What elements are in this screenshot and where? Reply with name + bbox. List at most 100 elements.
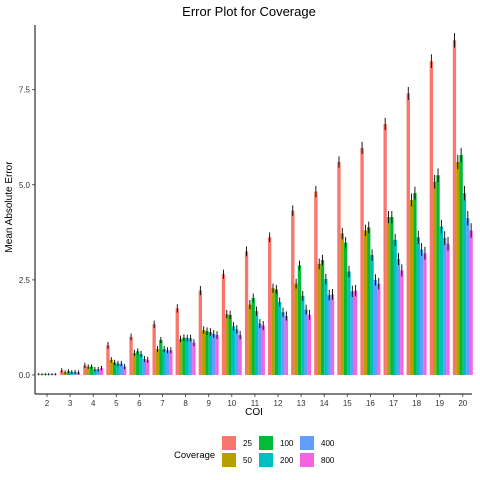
- bar-coi-17-coverage-800: [400, 270, 404, 375]
- bar-coi-13-coverage-25: [291, 210, 295, 375]
- bar-coi-8-coverage-25: [175, 308, 179, 375]
- x-tick-label: 11: [251, 399, 260, 408]
- bar-coi-17-coverage-100: [390, 217, 394, 375]
- bar-coi-8-coverage-100: [182, 337, 186, 375]
- bar-coi-15-coverage-100: [343, 242, 348, 375]
- x-tick-label: 15: [343, 399, 352, 408]
- bar-coi-15-coverage-800: [353, 290, 358, 375]
- legend-label-100: 100: [280, 439, 294, 448]
- bar-coi-10-coverage-50: [225, 314, 229, 375]
- x-tick-label: 6: [137, 399, 142, 408]
- bar-coi-17-coverage-200: [393, 239, 397, 375]
- bar-coi-5-coverage-400: [119, 363, 123, 375]
- bar-coi-6-coverage-25: [129, 336, 133, 375]
- bar-coi-4-coverage-50: [86, 366, 90, 375]
- legend-label-200: 200: [280, 456, 294, 465]
- bar-coi-11-coverage-100: [251, 298, 255, 375]
- legend-label-50: 50: [243, 456, 252, 465]
- bar-coi-7-coverage-50: [155, 349, 160, 375]
- bar-coi-10-coverage-100: [228, 314, 232, 375]
- bar-coi-8-coverage-50: [178, 338, 183, 375]
- bar-coi-16-coverage-50: [363, 230, 368, 375]
- bar-coi-11-coverage-800: [261, 325, 265, 375]
- legend-key-50: [222, 453, 236, 467]
- bar-coi-4-coverage-400: [96, 369, 100, 375]
- x-tick-label: 20: [458, 399, 467, 408]
- x-tick-label: 14: [320, 399, 329, 408]
- bar-coi-6-coverage-50: [132, 352, 137, 375]
- bar-coi-5-coverage-100: [112, 362, 117, 375]
- bar-coi-18-coverage-100: [413, 193, 417, 375]
- bar-coi-11-coverage-400: [258, 323, 262, 375]
- bar-coi-8-coverage-800: [192, 342, 196, 375]
- bar-coi-7-coverage-400: [165, 350, 170, 375]
- legend-key-25: [222, 436, 236, 450]
- bar-coi-18-coverage-50: [409, 199, 414, 375]
- bar-coi-19-coverage-25: [429, 61, 434, 375]
- x-axis-title: COI: [245, 407, 263, 418]
- bar-coi-13-coverage-400: [304, 309, 308, 375]
- bar-coi-17-coverage-50: [386, 217, 391, 375]
- y-tick-label: 5.0: [19, 181, 31, 190]
- bar-coi-16-coverage-100: [367, 227, 371, 375]
- bar-coi-10-coverage-800: [238, 335, 242, 375]
- bar-coi-12-coverage-50: [271, 288, 275, 375]
- bar-coi-16-coverage-400: [373, 279, 378, 375]
- bar-coi-4-coverage-200: [93, 369, 97, 375]
- bar-coi-9-coverage-200: [208, 331, 213, 375]
- bar-coi-17-coverage-400: [396, 258, 401, 375]
- x-tick-label: 4: [91, 399, 96, 408]
- bar-coi-18-coverage-200: [416, 237, 420, 375]
- bar-coi-19-coverage-800: [446, 243, 450, 375]
- bar-coi-19-coverage-400: [443, 238, 447, 375]
- plot-area: [37, 32, 473, 376]
- x-tick-label: 12: [274, 399, 283, 408]
- x-tick-label: 7: [160, 399, 165, 408]
- bar-coi-5-coverage-25: [106, 345, 110, 375]
- bar-coi-13-coverage-200: [301, 295, 305, 375]
- legend-key-400: [300, 436, 314, 450]
- legend: Coverage 25 50 100 200 400 800: [174, 436, 335, 467]
- bar-coi-9-coverage-400: [212, 333, 216, 375]
- bar-coi-14-coverage-25: [314, 191, 318, 375]
- bar-coi-5-coverage-200: [116, 363, 120, 375]
- bar-coi-14-coverage-100: [320, 260, 325, 375]
- x-tick-label: 17: [389, 399, 398, 408]
- bar-coi-20-coverage-400: [466, 218, 470, 375]
- x-tick-label: 16: [366, 399, 375, 408]
- legend-label-400: 400: [321, 439, 335, 448]
- bar-coi-10-coverage-400: [235, 329, 239, 375]
- bar-coi-10-coverage-200: [231, 326, 236, 375]
- bar-coi-12-coverage-25: [268, 237, 272, 375]
- legend-label-800: 800: [321, 456, 335, 465]
- bar-coi-12-coverage-800: [284, 316, 288, 375]
- bar-coi-9-coverage-800: [215, 335, 219, 375]
- y-axis-title: Mean Absolute Error: [4, 161, 15, 253]
- bar-coi-6-coverage-400: [142, 359, 147, 375]
- y-tick-label: 0.0: [19, 371, 31, 380]
- bar-coi-7-coverage-800: [169, 350, 173, 375]
- bar-coi-12-coverage-100: [274, 289, 278, 375]
- bar-coi-9-coverage-50: [202, 330, 206, 375]
- bar-coi-15-coverage-400: [350, 291, 354, 375]
- bar-coi-8-coverage-200: [185, 338, 189, 375]
- bar-coi-18-coverage-800: [423, 253, 427, 375]
- bar-coi-11-coverage-200: [254, 311, 259, 375]
- x-tick-label: 10: [227, 399, 236, 408]
- x-tick-label: 13: [297, 399, 306, 408]
- legend-key-200: [259, 453, 273, 467]
- bar-coi-11-coverage-25: [244, 251, 249, 375]
- bar-coi-4-coverage-100: [89, 366, 94, 375]
- bar-coi-7-coverage-25: [152, 324, 156, 375]
- bar-coi-8-coverage-400: [188, 338, 193, 375]
- bar-coi-20-coverage-100: [459, 155, 463, 375]
- bar-coi-5-coverage-50: [109, 359, 113, 375]
- bar-coi-18-coverage-400: [419, 249, 424, 375]
- bar-coi-11-coverage-50: [248, 304, 252, 375]
- x-tick-label: 19: [435, 399, 444, 408]
- chart-title: Error Plot for Coverage: [182, 4, 316, 19]
- bar-coi-9-coverage-100: [205, 331, 209, 375]
- bar-coi-16-coverage-200: [370, 255, 374, 375]
- bar-coi-17-coverage-25: [383, 123, 387, 375]
